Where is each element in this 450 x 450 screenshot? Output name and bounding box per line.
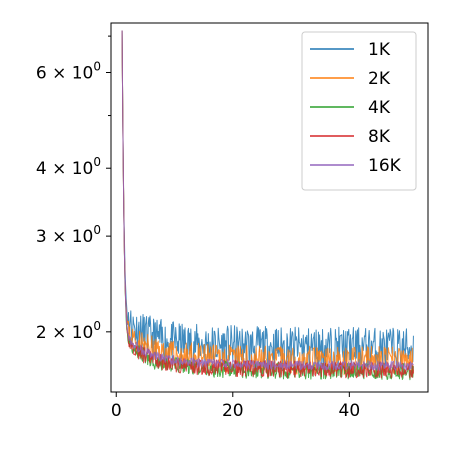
y-tick-label-exponent: 0 [93,223,101,237]
series-layer [121,30,414,381]
y-tick-label: 6 × 100 [36,60,101,84]
legend-label-4k: 4K [368,98,391,118]
legend-label-8k: 8K [368,127,391,147]
y-tick-label-base: 4 × 10 [36,159,94,179]
y-tick-label: 4 × 100 [36,155,101,179]
y-tick-label-exponent: 0 [93,319,101,333]
y-tick-label-base: 6 × 10 [36,64,94,84]
legend-box [301,31,417,191]
y-tick-label: 2 × 100 [36,319,101,343]
legend: 1K 2K 4K 8K 16K [301,31,417,191]
y-tick-label: 3 × 100 [36,223,101,247]
y-tick-label-base: 3 × 10 [36,227,94,247]
y-tick-label-exponent: 0 [93,60,101,74]
series-line-16k [121,30,414,371]
y-tick-label-base: 2 × 10 [36,323,94,343]
legend-label-1k: 1K [368,40,391,60]
legend-label-2k: 2K [368,69,391,89]
y-tick-label-exponent: 0 [93,155,101,169]
x-tick-label: 0 [111,401,122,421]
x-axis: 0 20 40 [111,392,360,421]
x-tick-label: 40 [339,401,361,421]
series-line-8k [121,30,414,379]
legend-label-16k: 16K [368,156,402,176]
plot-frame [110,22,429,393]
x-tick-label: 20 [222,401,244,421]
